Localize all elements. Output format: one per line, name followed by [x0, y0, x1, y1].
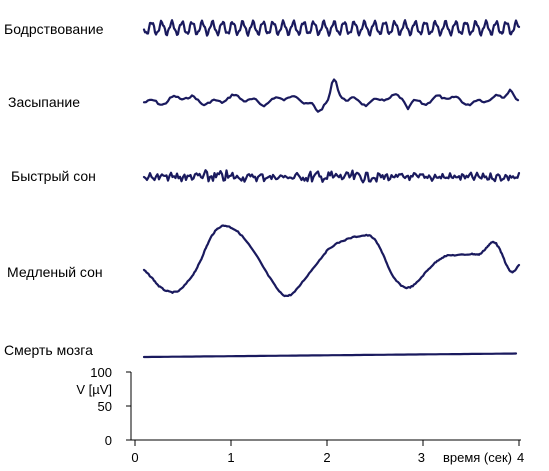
series-label-slow-wave-sleep: Медленый сон	[7, 264, 103, 280]
trace-falling-asleep	[142, 78, 520, 113]
x-tick-label-3: 3	[418, 450, 425, 465]
trace-brain-death	[142, 352, 518, 359]
trace-awake	[142, 19, 521, 37]
x-axis-label: время (сек)	[443, 450, 512, 465]
x-tick-label-2: 2	[323, 450, 330, 465]
x-ticks: 0 1 2 3 4	[131, 440, 524, 465]
series-label-falling-asleep: Засыпание	[8, 94, 80, 110]
y-axis-label: V [µV]	[76, 382, 112, 397]
y-tick-label-50: 50	[98, 399, 112, 414]
series-label-awake: Бодрствование	[4, 21, 104, 37]
trace-rem-sleep	[142, 169, 521, 184]
eeg-traces	[142, 19, 521, 359]
y-tick-label-0: 0	[105, 433, 112, 448]
x-tick-label-4: 4	[517, 450, 524, 465]
y-tick-label-100: 100	[90, 365, 112, 380]
series-label-rem-sleep: Быстрый сон	[11, 168, 96, 184]
x-tick-label-0: 0	[131, 450, 138, 465]
x-tick-label-1: 1	[227, 450, 234, 465]
trace-slow-wave-sleep	[142, 224, 521, 298]
series-label-brain-death: Смерть мозга	[4, 342, 93, 358]
